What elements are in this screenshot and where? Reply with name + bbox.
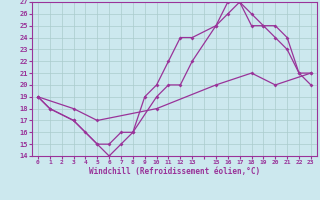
X-axis label: Windchill (Refroidissement éolien,°C): Windchill (Refroidissement éolien,°C)	[89, 167, 260, 176]
